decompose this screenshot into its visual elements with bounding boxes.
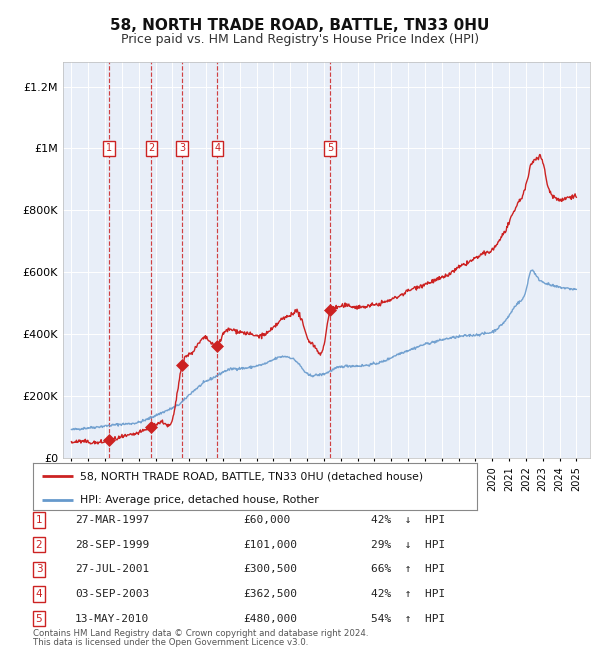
Text: This data is licensed under the Open Government Licence v3.0.: This data is licensed under the Open Gov… — [33, 638, 308, 647]
Text: 1: 1 — [35, 515, 43, 525]
Text: £101,000: £101,000 — [243, 540, 297, 550]
Text: Price paid vs. HM Land Registry's House Price Index (HPI): Price paid vs. HM Land Registry's House … — [121, 32, 479, 46]
Text: 4: 4 — [214, 144, 220, 153]
Text: HPI: Average price, detached house, Rother: HPI: Average price, detached house, Roth… — [80, 495, 319, 505]
Text: 54%  ↑  HPI: 54% ↑ HPI — [371, 614, 445, 624]
Text: 66%  ↑  HPI: 66% ↑ HPI — [371, 564, 445, 575]
Text: 5: 5 — [327, 144, 333, 153]
Text: 13-MAY-2010: 13-MAY-2010 — [75, 614, 149, 624]
Text: 3: 3 — [179, 144, 185, 153]
Text: 28-SEP-1999: 28-SEP-1999 — [75, 540, 149, 550]
Text: 29%  ↓  HPI: 29% ↓ HPI — [371, 540, 445, 550]
Text: 58, NORTH TRADE ROAD, BATTLE, TN33 0HU: 58, NORTH TRADE ROAD, BATTLE, TN33 0HU — [110, 18, 490, 33]
Text: £60,000: £60,000 — [243, 515, 290, 525]
Text: 42%  ↓  HPI: 42% ↓ HPI — [371, 515, 445, 525]
Text: 1: 1 — [106, 144, 112, 153]
Text: £480,000: £480,000 — [243, 614, 297, 624]
Text: 3: 3 — [35, 564, 43, 575]
Text: 27-MAR-1997: 27-MAR-1997 — [75, 515, 149, 525]
Text: 2: 2 — [148, 144, 154, 153]
Text: £362,500: £362,500 — [243, 589, 297, 599]
Text: 42%  ↑  HPI: 42% ↑ HPI — [371, 589, 445, 599]
Text: £300,500: £300,500 — [243, 564, 297, 575]
Text: 03-SEP-2003: 03-SEP-2003 — [75, 589, 149, 599]
Text: 58, NORTH TRADE ROAD, BATTLE, TN33 0HU (detached house): 58, NORTH TRADE ROAD, BATTLE, TN33 0HU (… — [80, 471, 423, 481]
Text: 5: 5 — [35, 614, 43, 624]
Text: 2: 2 — [35, 540, 43, 550]
Text: 27-JUL-2001: 27-JUL-2001 — [75, 564, 149, 575]
Text: Contains HM Land Registry data © Crown copyright and database right 2024.: Contains HM Land Registry data © Crown c… — [33, 629, 368, 638]
Text: 4: 4 — [35, 589, 43, 599]
